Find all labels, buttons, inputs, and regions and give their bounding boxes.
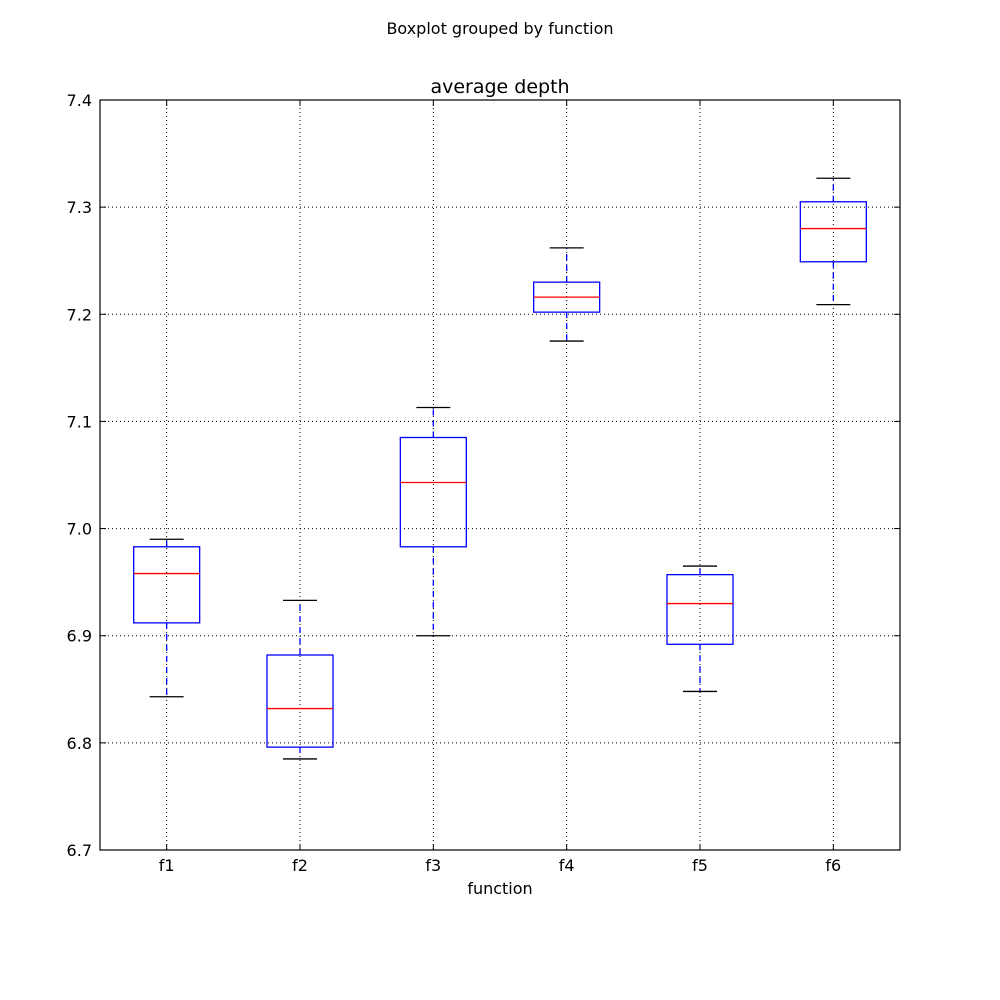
x-tick-label: f1 [159,856,175,875]
iqr-box [266,654,334,748]
chart-title: average depth [430,76,569,98]
y-tick-label: 6.7 [67,841,92,860]
x-tick-label: f5 [692,856,708,875]
y-tick-label: 7.1 [67,412,92,431]
box-group-f2 [266,599,334,760]
x-axis-ticks: f1 f2 f3 f4 f5 f6 [159,100,841,875]
y-tick-label: 7.0 [67,520,92,539]
iqr-box [666,573,734,645]
x-tick-label: f3 [425,856,441,875]
box-group-f5 [666,565,734,693]
box-group-f1 [133,538,201,698]
box-group-f4 [533,247,601,342]
x-tick-label: f2 [292,856,308,875]
box-group-f6 [799,177,867,306]
y-tick-label: 7.4 [67,91,92,110]
x-tick-label: f6 [825,856,841,875]
box-group-f3 [399,406,467,637]
x-axis-label: function [467,879,532,898]
iqr-box [399,436,467,548]
iqr-box [133,546,201,624]
x-tick-label: f4 [559,856,575,875]
box-series [133,177,867,760]
chart-suptitle: Boxplot grouped by function [386,19,613,38]
plot-frame [99,99,901,851]
iqr-box [799,201,867,263]
y-tick-label: 6.8 [67,734,92,753]
y-axis-ticks: 6.7 6.8 6.9 7.0 7.1 7.2 7.3 7.4 [67,91,900,860]
grid-lines [100,99,900,851]
y-tick-label: 7.3 [67,198,92,217]
y-tick-label: 7.2 [67,305,92,324]
y-tick-label: 6.9 [67,627,92,646]
